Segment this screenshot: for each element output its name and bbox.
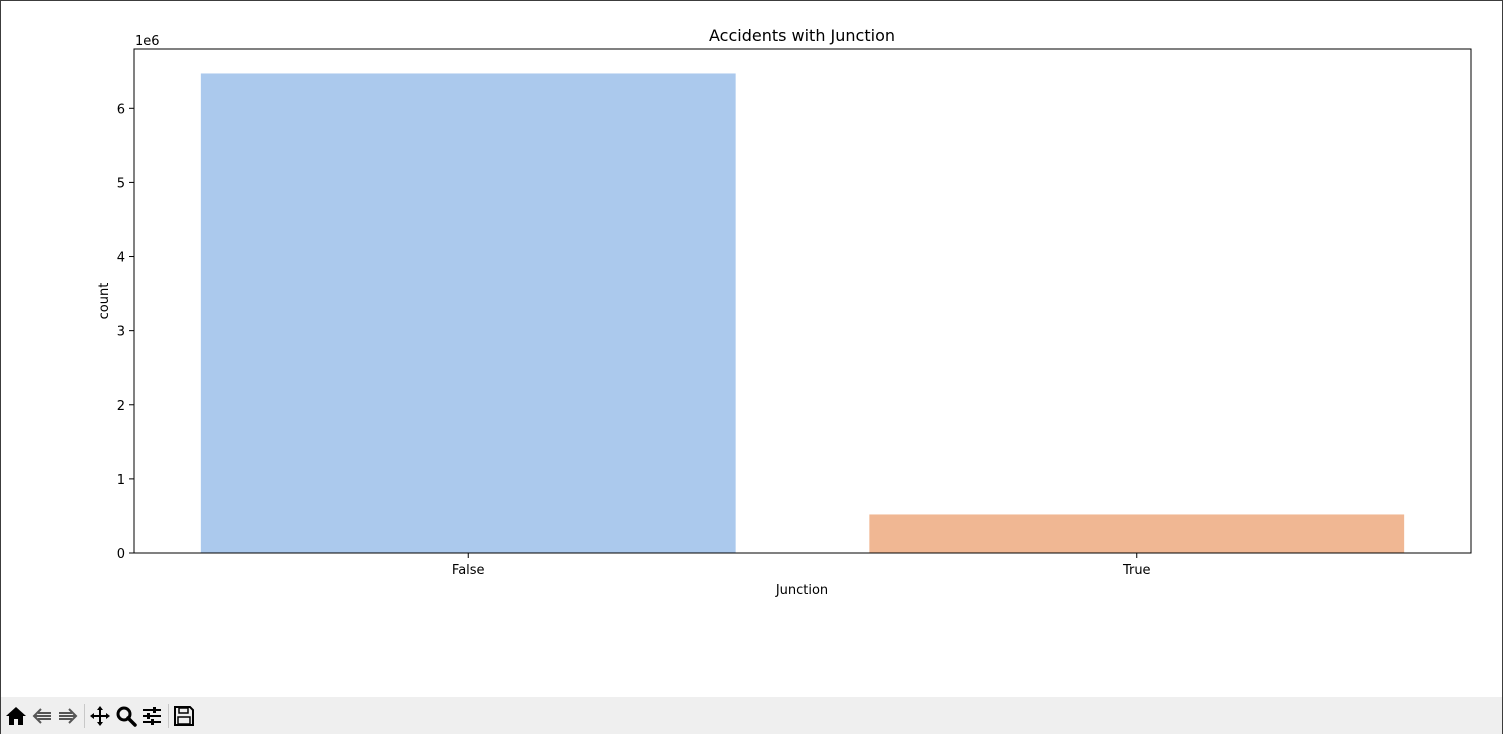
chart-figure: Accidents with Junction 1e6 0 1 2 3 4 5 6 Fals… [97, 26, 1472, 598]
save-button[interactable] [172, 703, 196, 729]
y-tick-label: 3 [117, 325, 125, 340]
y-tick-label: 0 [117, 547, 125, 562]
home-icon [6, 706, 26, 725]
x-tick-label: False [452, 563, 485, 578]
y-tick-label: 1 [117, 473, 125, 488]
save-icon [174, 705, 194, 726]
pan-button[interactable] [88, 703, 112, 729]
forward-icon [59, 707, 78, 724]
toolbar-separator [168, 703, 169, 728]
y-axis-label: count [97, 283, 112, 320]
bar-true [869, 514, 1405, 553]
zoom-button[interactable] [114, 703, 138, 729]
y-tick-label: 2 [117, 399, 125, 414]
y-tick-label: 4 [117, 251, 125, 266]
zoom-icon [116, 706, 137, 727]
pan-icon [90, 705, 110, 726]
configure-subplots-button[interactable] [140, 703, 164, 729]
back-button[interactable] [30, 703, 54, 729]
toolbar-separator [84, 703, 85, 728]
chart-title: Accidents with Junction [709, 26, 895, 45]
y-tick-label: 5 [117, 176, 125, 191]
forward-button[interactable] [56, 703, 80, 729]
x-tick-label: True [1122, 563, 1151, 578]
home-button[interactable] [4, 703, 28, 729]
back-icon [32, 707, 51, 724]
y-axis-ticks: 0 1 2 3 4 5 6 [117, 102, 134, 562]
navigation-toolbar [1, 697, 1502, 734]
y-scale-label: 1e6 [135, 34, 160, 49]
configure-subplots-icon [143, 706, 161, 725]
bar-group [200, 73, 1405, 553]
bar-false [200, 73, 736, 553]
y-tick-label: 6 [117, 102, 125, 117]
x-axis-ticks: False True [452, 553, 1151, 578]
x-axis-label: Junction [775, 583, 828, 598]
plot-frame [133, 48, 1472, 554]
